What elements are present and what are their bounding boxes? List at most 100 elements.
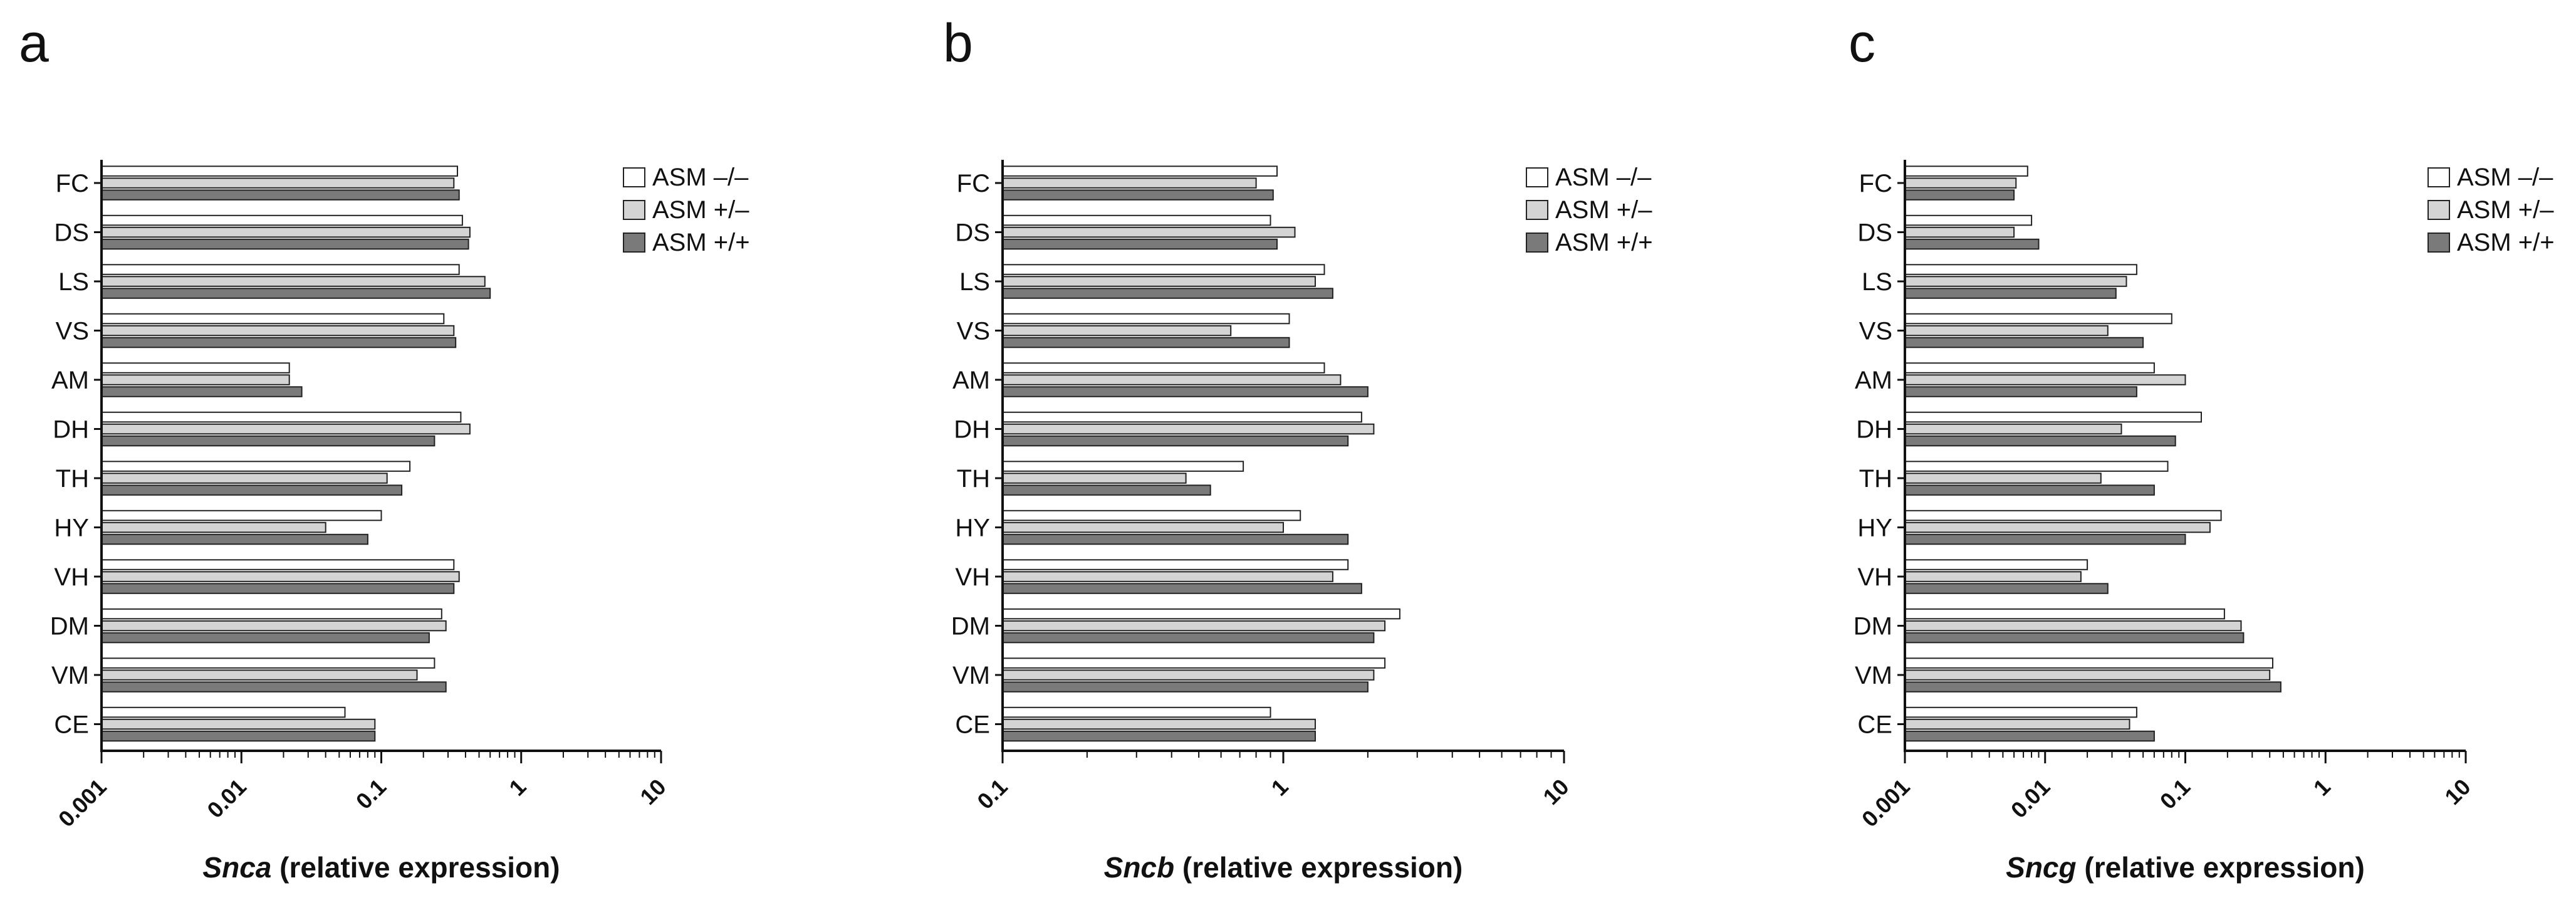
region-label: LS — [58, 268, 89, 296]
panel-b: b FC DS LS VS AM DH TH HY VH DM VM CE 0.1 1 10 Sncb (rel… — [943, 13, 1653, 884]
region-label: DH — [1856, 416, 1892, 444]
region-label: TH — [1859, 465, 1892, 493]
region-hy: HY — [955, 510, 1349, 545]
bar — [1002, 374, 1342, 385]
bar — [101, 238, 469, 250]
region-vh: VH — [54, 559, 460, 594]
bar — [1904, 374, 2186, 385]
bar — [1002, 189, 1274, 201]
bar — [1904, 533, 2186, 545]
region-dh: DH — [1856, 411, 2202, 447]
legend-swatch — [623, 200, 645, 220]
bar — [101, 681, 447, 693]
legend-label: ASM +/– — [1555, 196, 1652, 224]
bar — [1904, 608, 2225, 620]
region-label: HY — [1857, 515, 1892, 542]
bar — [1904, 681, 2281, 693]
region-dh: DH — [53, 411, 471, 447]
bar — [1002, 718, 1316, 730]
bar — [1904, 325, 2109, 337]
bar — [101, 521, 326, 533]
bar — [1904, 484, 2155, 496]
bar — [1904, 461, 2169, 472]
bar — [101, 325, 455, 337]
bar — [1002, 473, 1187, 484]
bar — [101, 571, 460, 582]
bar — [1002, 461, 1244, 472]
x-tick-label: 0.1 — [972, 774, 1012, 814]
bar — [101, 559, 455, 570]
region-label: LS — [1862, 268, 1892, 296]
bar — [1904, 632, 2245, 644]
region-ce: CE — [955, 706, 1316, 742]
bar — [1904, 510, 2222, 521]
bar — [1904, 214, 2033, 226]
panel-a: a FC DS LS VS AM DH TH HY VH DM VM CE 0.001 0.01 0.1 1 10… — [19, 13, 750, 884]
legend-label: ASM –/– — [652, 164, 749, 191]
region-label: DH — [954, 416, 990, 444]
bar — [1904, 571, 2082, 582]
region-label: AM — [51, 367, 89, 394]
bar — [1002, 177, 1257, 189]
legend-swatch — [2427, 167, 2450, 187]
region-label: DS — [1857, 219, 1892, 247]
bar — [1002, 484, 1211, 496]
bar — [101, 533, 368, 545]
region-am: AM — [1855, 362, 2186, 397]
region-fc: FC — [56, 165, 460, 201]
bar — [101, 189, 460, 201]
bar — [1002, 706, 1271, 718]
bar — [1904, 718, 2130, 730]
bar — [101, 288, 491, 299]
bar — [1002, 571, 1333, 582]
region-vh: VH — [955, 559, 1362, 594]
bar — [1904, 238, 2040, 250]
region-vs: VS — [56, 313, 457, 348]
bar — [101, 386, 303, 397]
bar — [101, 362, 290, 374]
bar — [101, 264, 460, 275]
legend-swatch — [1526, 233, 1548, 253]
bar — [1002, 521, 1284, 533]
region-fc: FC — [1859, 165, 2028, 201]
bar — [1002, 264, 1325, 275]
bar — [1002, 325, 1232, 337]
bar — [1002, 681, 1369, 693]
region-dm: DM — [951, 608, 1400, 644]
bar — [1904, 337, 2144, 348]
bar — [1904, 521, 2211, 533]
bar — [1002, 226, 1296, 238]
bar — [101, 337, 457, 348]
bar — [101, 177, 455, 189]
legend-label: ASM –/– — [2457, 164, 2553, 191]
bar — [1002, 337, 1290, 348]
x-axis-title-gene: Sncb — [1104, 851, 1174, 884]
region-vm: VM — [51, 657, 447, 693]
bar — [1904, 177, 2017, 189]
region-dh: DH — [954, 411, 1375, 447]
region-label: DM — [951, 613, 990, 640]
bar — [101, 461, 411, 472]
bar — [1002, 386, 1369, 397]
bar — [101, 510, 382, 521]
bar — [101, 214, 463, 226]
region-label: AM — [952, 367, 990, 394]
region-th: TH — [957, 461, 1244, 496]
bar — [1002, 533, 1349, 545]
bar — [101, 706, 346, 718]
bar — [1904, 288, 2117, 299]
bar — [1904, 706, 2137, 718]
region-dm: DM — [1854, 608, 2245, 644]
region-label: FC — [1859, 170, 1892, 197]
bar — [1002, 632, 1375, 644]
region-vs: VS — [957, 313, 1290, 348]
region-vs: VS — [1859, 313, 2172, 348]
bar — [1002, 238, 1278, 250]
x-axis-title: Sncb (relative expression) — [1104, 851, 1463, 884]
region-label: VS — [56, 318, 89, 345]
bar — [1904, 189, 2015, 201]
x-tick-label: 0.1 — [2155, 774, 2195, 814]
x-tick-label: 0.01 — [202, 774, 251, 823]
region-vm: VM — [1855, 657, 2281, 693]
bar — [101, 620, 447, 632]
